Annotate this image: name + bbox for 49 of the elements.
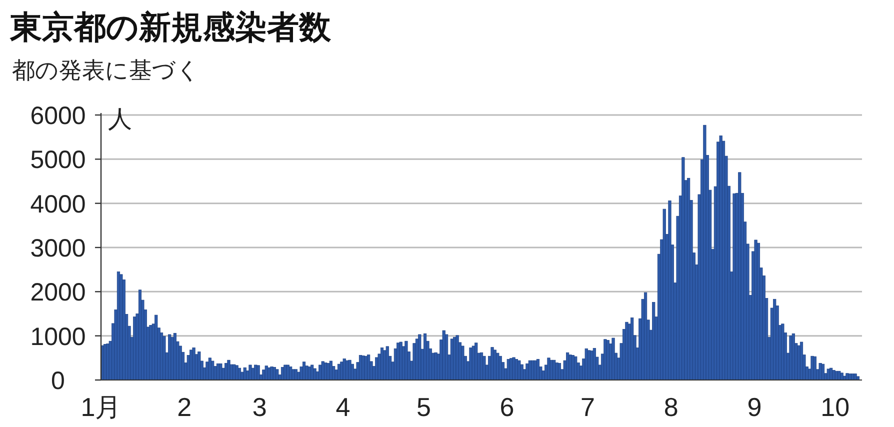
- y-tick-label: 3000: [30, 234, 86, 262]
- bar: [612, 338, 615, 380]
- bar: [482, 356, 486, 380]
- bar: [386, 346, 389, 380]
- bar: [321, 361, 324, 380]
- bar: [662, 208, 666, 380]
- bar: [469, 348, 472, 380]
- x-tick-label: 10: [820, 392, 850, 422]
- x-tick-label: 9: [747, 392, 762, 422]
- bar: [276, 369, 279, 380]
- bar: [248, 364, 252, 380]
- bar: [840, 372, 844, 380]
- bar: [418, 334, 422, 380]
- y-tick-label: 4000: [30, 190, 86, 218]
- bar: [162, 336, 166, 380]
- x-tick-label: 4: [336, 392, 350, 422]
- y-tick-label: 5000: [30, 146, 86, 174]
- bar: [442, 330, 446, 380]
- bar: [854, 374, 857, 380]
- bar: [668, 200, 672, 380]
- y-tick-label: 0: [51, 367, 65, 395]
- bar: [506, 359, 510, 380]
- bar: [342, 358, 346, 380]
- bar: [461, 346, 464, 380]
- chart-subtitle: 都の発表に基づく: [12, 58, 200, 84]
- bar: [498, 356, 502, 380]
- x-tick-label: 6: [500, 392, 514, 422]
- x-tick-label: 5: [416, 392, 431, 422]
- bar: [826, 368, 830, 380]
- bar: [584, 348, 588, 380]
- chart-title: 東京都の新規感染者数: [9, 8, 332, 46]
- bar: [520, 364, 524, 380]
- bar: [243, 367, 246, 380]
- y-tick-label: 1000: [30, 322, 86, 351]
- y-axis-title: 人: [108, 105, 132, 133]
- y-tick-label: 2000: [30, 278, 86, 307]
- bar: [810, 356, 814, 380]
- x-tick-label: 7: [580, 392, 595, 422]
- bar: [818, 363, 822, 380]
- x-tick-label: 3: [252, 392, 267, 422]
- bar: [313, 368, 316, 380]
- x-tick-label: 1月: [80, 392, 122, 422]
- x-tick-label: 2: [177, 392, 192, 422]
- y-tick-label: 6000: [30, 102, 86, 130]
- bar: [256, 365, 260, 380]
- bar: [789, 336, 792, 380]
- bar: [178, 346, 182, 380]
- x-tick-label: 8: [664, 392, 678, 422]
- bar: [732, 193, 736, 380]
